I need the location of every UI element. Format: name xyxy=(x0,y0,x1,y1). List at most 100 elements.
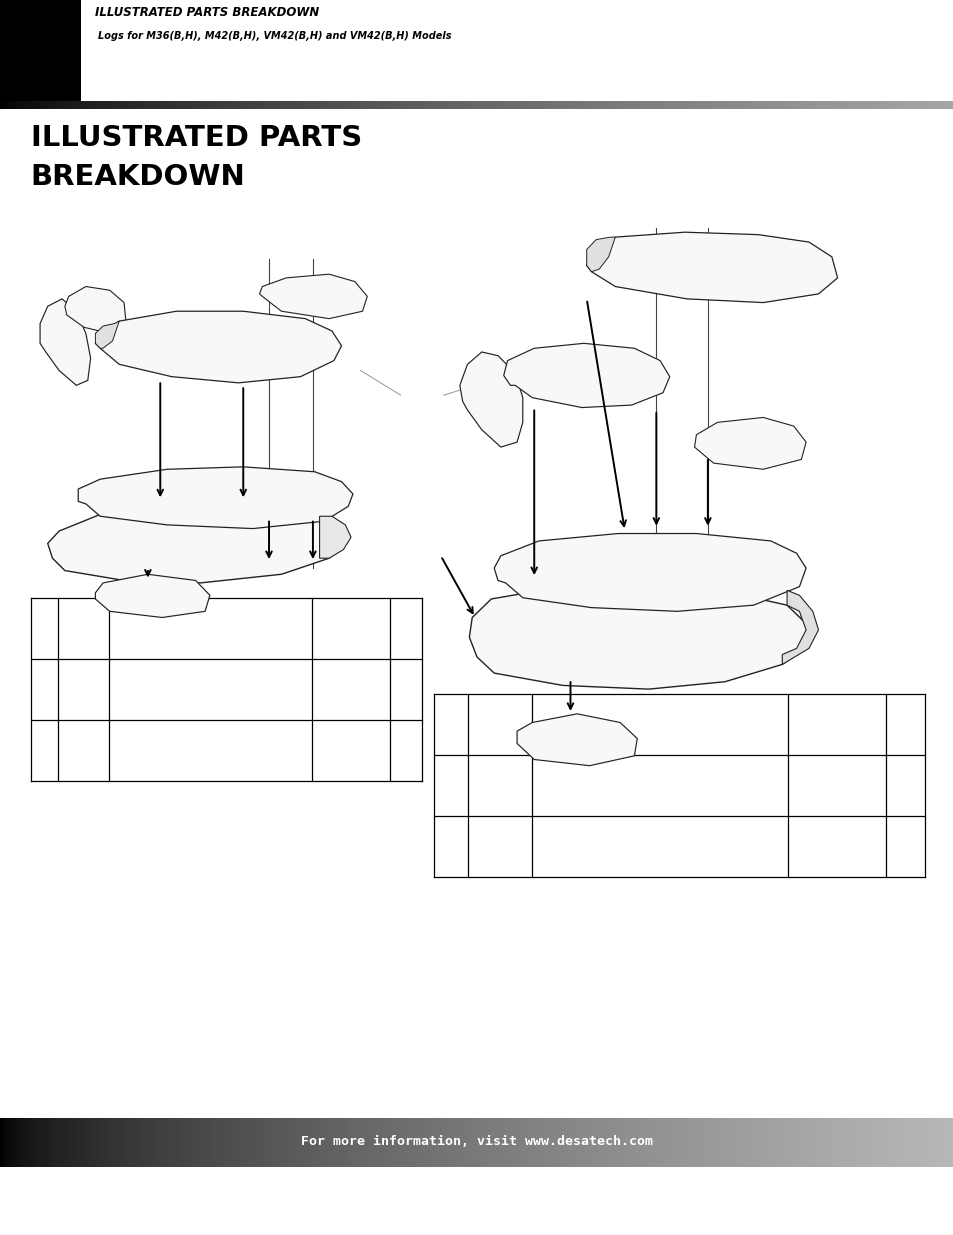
Bar xyxy=(302,101,305,109)
Polygon shape xyxy=(494,534,805,611)
Bar xyxy=(455,101,457,109)
Bar xyxy=(410,101,413,109)
Bar xyxy=(841,101,845,109)
Bar xyxy=(460,1118,464,1167)
Bar xyxy=(559,101,562,109)
Bar xyxy=(295,1118,298,1167)
Bar xyxy=(810,101,813,109)
Bar xyxy=(651,101,655,109)
Bar xyxy=(699,1118,702,1167)
Bar xyxy=(769,1118,772,1167)
Bar xyxy=(721,101,724,109)
Bar xyxy=(807,1118,810,1167)
Bar xyxy=(753,1118,756,1167)
Bar xyxy=(174,1118,178,1167)
Bar xyxy=(718,101,721,109)
Bar xyxy=(832,101,836,109)
Bar xyxy=(762,1118,765,1167)
Bar xyxy=(581,1118,584,1167)
Bar xyxy=(260,101,264,109)
Bar xyxy=(912,1118,915,1167)
Bar xyxy=(607,1118,610,1167)
Bar xyxy=(851,1118,855,1167)
Bar xyxy=(734,101,737,109)
Bar xyxy=(375,1118,378,1167)
Bar xyxy=(762,101,765,109)
Bar xyxy=(193,101,197,109)
Bar xyxy=(632,101,636,109)
Bar xyxy=(712,101,715,109)
Polygon shape xyxy=(48,504,343,583)
Bar xyxy=(639,101,641,109)
Bar xyxy=(572,1118,575,1167)
Bar xyxy=(19,1118,22,1167)
Bar xyxy=(784,1118,788,1167)
Bar xyxy=(293,101,295,109)
Bar xyxy=(820,1118,822,1167)
Bar xyxy=(562,101,565,109)
Bar xyxy=(365,101,369,109)
Bar xyxy=(70,101,73,109)
Bar xyxy=(479,101,483,109)
Bar xyxy=(270,101,274,109)
Bar xyxy=(512,1118,515,1167)
Bar xyxy=(822,101,826,109)
Bar xyxy=(639,1118,641,1167)
Bar xyxy=(112,1118,114,1167)
Bar xyxy=(845,101,848,109)
Bar xyxy=(905,101,908,109)
Bar xyxy=(591,101,594,109)
Bar xyxy=(937,1118,941,1167)
Bar xyxy=(426,101,429,109)
Bar xyxy=(598,101,600,109)
Bar xyxy=(143,1118,146,1167)
Bar xyxy=(537,1118,540,1167)
Bar xyxy=(619,1118,622,1167)
Bar xyxy=(515,1118,517,1167)
Bar xyxy=(245,101,248,109)
Bar xyxy=(305,1118,308,1167)
Bar xyxy=(384,1118,388,1167)
Bar xyxy=(188,101,191,109)
Bar xyxy=(699,101,702,109)
Bar xyxy=(455,1118,457,1167)
Bar xyxy=(540,101,543,109)
Bar xyxy=(664,1118,667,1167)
Bar xyxy=(86,1118,89,1167)
Bar xyxy=(569,101,572,109)
Bar xyxy=(400,1118,403,1167)
Bar xyxy=(629,1118,632,1167)
Bar xyxy=(95,101,98,109)
Bar xyxy=(51,1118,54,1167)
Text: Logs for M36(B,H), M42(B,H), VM42(B,H) and VM42(B,H) Models: Logs for M36(B,H), M42(B,H), VM42(B,H) a… xyxy=(98,31,452,41)
Bar xyxy=(534,1118,537,1167)
Bar xyxy=(886,1118,889,1167)
Bar xyxy=(60,101,64,109)
Bar xyxy=(264,101,267,109)
Bar xyxy=(810,1118,813,1167)
Bar xyxy=(803,101,807,109)
Bar xyxy=(429,1118,432,1167)
Bar xyxy=(203,1118,207,1167)
Bar xyxy=(248,1118,251,1167)
Bar xyxy=(45,101,48,109)
Bar xyxy=(22,1118,26,1167)
Polygon shape xyxy=(40,299,91,385)
Bar xyxy=(64,1118,67,1167)
Bar xyxy=(718,1118,721,1167)
Bar xyxy=(350,1118,353,1167)
Bar xyxy=(464,1118,467,1167)
Bar xyxy=(394,101,397,109)
Bar xyxy=(193,1118,197,1167)
Bar xyxy=(235,101,238,109)
Bar xyxy=(54,1118,57,1167)
Bar xyxy=(79,101,83,109)
Bar xyxy=(874,101,877,109)
Bar xyxy=(489,101,493,109)
Bar xyxy=(350,101,353,109)
Bar xyxy=(734,1118,737,1167)
Bar xyxy=(210,1118,213,1167)
Bar xyxy=(594,101,598,109)
Bar xyxy=(372,1118,375,1167)
Bar xyxy=(274,101,276,109)
